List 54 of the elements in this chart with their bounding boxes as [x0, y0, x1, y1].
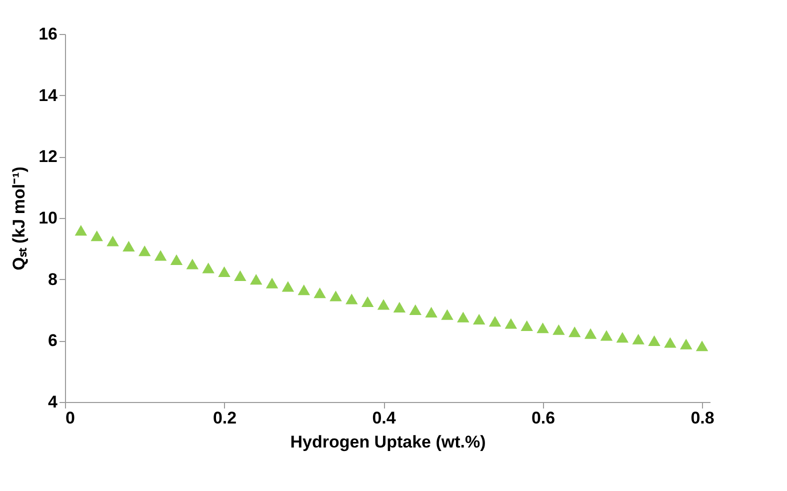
point [377, 299, 390, 310]
point [361, 296, 374, 308]
point [122, 240, 135, 252]
y-tick-label: 8 [48, 270, 58, 289]
y-tick-label: 4 [48, 392, 58, 412]
x-tick-label: 0.2 [212, 408, 237, 428]
point [664, 337, 676, 348]
point [234, 270, 246, 281]
y-tick-label: 10 [38, 208, 58, 228]
point [441, 309, 454, 320]
point [696, 340, 708, 352]
point [616, 332, 629, 343]
point [170, 254, 183, 266]
point [106, 236, 119, 246]
point [282, 281, 294, 292]
x-axis-title: Hydrogen Uptake (wt.%) [290, 432, 486, 452]
y-axis-title: Qₛₜ (kJ mol⁻¹) [10, 166, 29, 270]
point [648, 335, 660, 346]
x-tick-label: 0 [66, 408, 75, 428]
point [472, 314, 486, 325]
point [409, 304, 422, 315]
point [74, 224, 88, 236]
point [425, 306, 438, 318]
point [600, 330, 613, 341]
point [552, 324, 565, 335]
point [202, 262, 214, 274]
point [138, 246, 151, 256]
point [520, 320, 533, 331]
point [250, 274, 262, 285]
point [457, 312, 470, 322]
point [90, 230, 103, 242]
point [314, 288, 326, 298]
x-tick-label: 0.4 [372, 408, 396, 428]
point [186, 258, 199, 270]
point [536, 322, 549, 334]
point [504, 318, 518, 329]
y-tick-label: 14 [38, 86, 58, 105]
y-tick-label: 16 [38, 24, 58, 44]
y-tick-label: 6 [48, 331, 58, 350]
point [266, 278, 278, 288]
point [393, 302, 406, 313]
point [298, 284, 310, 296]
point [488, 316, 502, 327]
y-tick-label: 12 [38, 147, 58, 166]
point [346, 294, 358, 304]
point [568, 326, 581, 338]
point [330, 290, 342, 302]
point [632, 334, 644, 344]
point [584, 328, 597, 339]
point [680, 338, 692, 350]
point [218, 266, 230, 277]
x-tick-label: 0.6 [531, 408, 556, 428]
point [154, 250, 167, 261]
x-tick-label: 0.8 [690, 408, 714, 428]
